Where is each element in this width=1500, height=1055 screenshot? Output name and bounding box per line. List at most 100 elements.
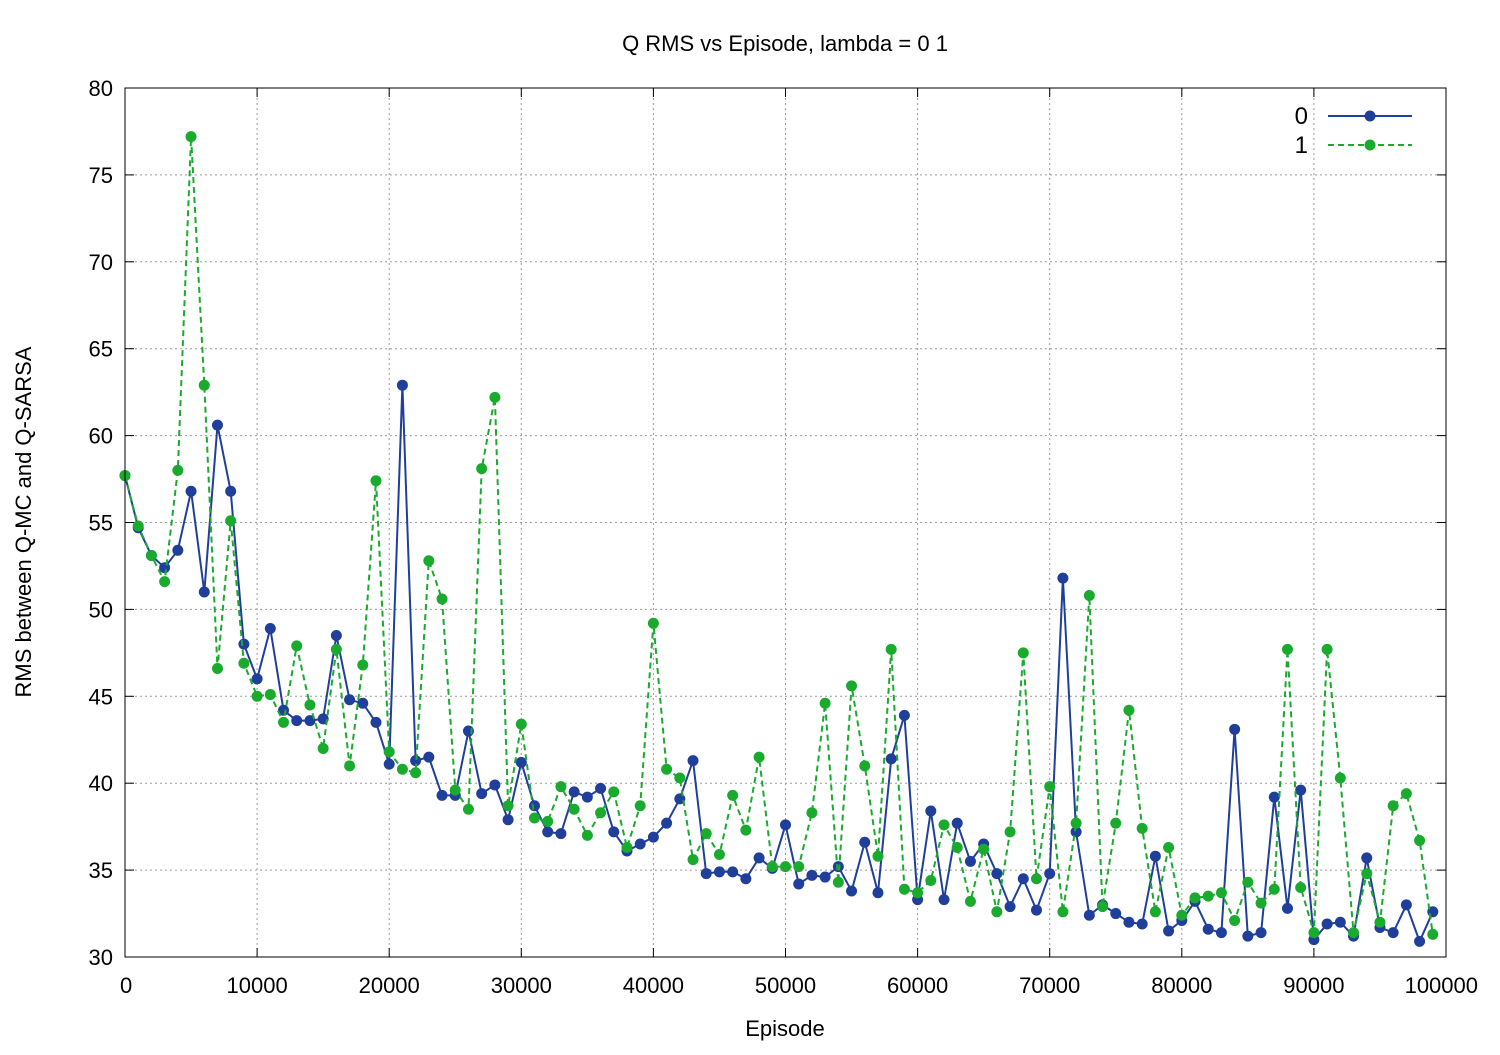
data-point-0 <box>330 629 342 641</box>
data-point-1 <box>1268 883 1280 895</box>
data-point-1 <box>185 131 197 143</box>
data-point-0 <box>951 817 963 829</box>
data-point-0 <box>304 715 316 727</box>
data-point-1 <box>291 640 303 652</box>
data-point-0 <box>780 819 791 831</box>
y-tick-label: 50 <box>89 597 113 622</box>
data-point-1 <box>595 807 607 819</box>
data-point-0 <box>555 828 567 840</box>
data-point-0 <box>568 786 580 798</box>
data-point-0 <box>1268 791 1280 803</box>
data-point-0 <box>806 869 818 881</box>
data-point-1 <box>542 815 554 827</box>
data-point-0 <box>489 779 501 791</box>
data-point-1 <box>872 850 884 862</box>
data-point-0 <box>713 866 725 878</box>
data-point-1 <box>436 593 448 605</box>
data-point-1 <box>1281 643 1293 655</box>
series-line-1 <box>124 135 1434 935</box>
data-point-1 <box>925 875 937 887</box>
data-point-0 <box>793 878 805 890</box>
data-point-1 <box>304 699 316 711</box>
data-point-1 <box>211 662 223 674</box>
data-point-1 <box>964 895 976 907</box>
data-point-0 <box>1361 852 1373 864</box>
data-point-1 <box>1163 842 1175 854</box>
data-point-1 <box>608 786 620 798</box>
data-point-0 <box>964 855 976 867</box>
data-point-0 <box>502 814 514 826</box>
data-point-0 <box>423 751 435 763</box>
legend-label-0: 0 <box>1295 103 1308 130</box>
data-point-0 <box>1202 923 1214 935</box>
data-point-0 <box>1057 572 1069 584</box>
data-point-1 <box>1414 835 1426 847</box>
data-point-0 <box>264 623 276 635</box>
data-point-1 <box>581 829 593 841</box>
y-tick-label: 45 <box>89 684 113 709</box>
data-point-1 <box>1057 906 1069 918</box>
y-tick-label: 65 <box>89 337 113 362</box>
data-point-1 <box>1149 906 1161 918</box>
data-point-0 <box>1414 935 1426 947</box>
data-point-1 <box>159 576 171 588</box>
data-point-1 <box>1070 817 1082 829</box>
data-point-1 <box>780 861 791 873</box>
x-tick-label: 50000 <box>755 973 816 998</box>
data-point-0 <box>581 791 593 803</box>
data-point-0 <box>1229 723 1241 735</box>
data-point-1 <box>330 643 342 655</box>
data-point-1 <box>661 763 673 775</box>
data-point-1 <box>1321 643 1333 655</box>
y-tick-label: 30 <box>89 945 113 970</box>
data-point-0 <box>172 544 184 556</box>
data-point-1 <box>1400 788 1412 800</box>
data-point-0 <box>291 715 303 727</box>
data-point-0 <box>885 753 897 765</box>
data-point-0 <box>396 379 408 391</box>
data-point-1 <box>1348 927 1360 939</box>
data-point-0 <box>859 836 871 848</box>
data-point-0 <box>436 789 448 801</box>
x-tick-label: 90000 <box>1283 973 1344 998</box>
x-tick-label: 0 <box>120 973 132 998</box>
y-tick-label: 35 <box>89 858 113 883</box>
data-point-1 <box>793 861 805 873</box>
data-point-1 <box>819 697 831 709</box>
data-point-1 <box>621 842 633 854</box>
legend: 01 <box>1295 103 1412 159</box>
data-point-0 <box>687 755 699 767</box>
data-point-0 <box>159 562 171 574</box>
data-point-1 <box>1387 800 1399 812</box>
data-point-1 <box>515 718 527 730</box>
y-tick-label: 55 <box>89 511 113 536</box>
y-tick-label: 60 <box>89 424 113 449</box>
data-point-0 <box>278 704 290 716</box>
y-tick-label: 75 <box>89 163 113 188</box>
x-tick-label: 20000 <box>359 973 420 998</box>
ticks: 30 35 40 45 50 55 60 65 70 75 80 0 10000 20000 30000 40… <box>89 76 1478 998</box>
data-point-0 <box>1136 918 1148 930</box>
data-point-0 <box>1123 916 1135 928</box>
data-point-0 <box>595 782 607 794</box>
data-point-1 <box>317 742 329 754</box>
data-point-1 <box>1308 927 1320 939</box>
data-point-1 <box>1361 868 1373 880</box>
data-point-0 <box>238 638 250 650</box>
data-point-0 <box>476 788 488 800</box>
data-point-0 <box>898 709 910 721</box>
data-point-1 <box>898 883 910 895</box>
y-tick-label: 70 <box>89 250 113 275</box>
data-point-1 <box>740 824 752 836</box>
data-point-1 <box>1229 915 1241 927</box>
x-tick-label: 40000 <box>623 973 684 998</box>
data-point-1 <box>357 659 369 671</box>
data-point-1 <box>674 772 686 784</box>
data-point-1 <box>1083 589 1095 601</box>
data-point-1 <box>370 475 382 487</box>
data-point-1 <box>806 807 818 819</box>
data-point-1 <box>978 843 990 855</box>
data-point-1 <box>951 842 963 854</box>
chart-title: Q RMS vs Episode, lambda = 0 1 <box>622 31 948 56</box>
